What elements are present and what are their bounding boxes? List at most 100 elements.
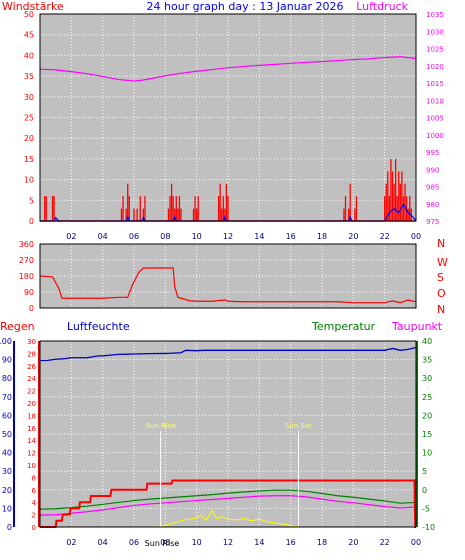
humidity-axis-tick-label: 80 [2,374,12,383]
wind-axis-tick-label: 0 [29,217,34,226]
wind-axis-tick-label: 15 [24,155,34,164]
direction-axis-tick-label: 360 [19,240,34,249]
temperature-axis-tick-label: 20 [422,411,432,420]
direction-letter: N [437,303,445,316]
top-x-tick-label: 02 [66,232,76,241]
pressure-axis-tick-label: 985 [426,184,439,192]
rain-axis-tick-label: 6 [32,487,37,495]
rain-axis-tick-label: 2 [32,512,36,520]
bot-x-tick-label: 16 [286,538,296,547]
pressure-axis-tick-label: 1020 [426,63,444,71]
rain-axis-tick-label: 4 [32,499,37,507]
humidity-label: Luftfeuchte [67,320,130,333]
direction-letter: N [437,237,445,250]
rain-label: Regen [0,320,35,333]
rain-axis-tick-label: 24 [27,375,36,383]
top-x-tick-label: 18 [317,232,327,241]
pressure-axis-tick-label: 1005 [426,115,444,123]
sun-marker-label: Sun Set [285,422,312,430]
top-plot-area [40,14,416,221]
top-x-tick-label: 08 [160,232,170,241]
wind-axis-tick-label: 50 [24,10,34,19]
bot-x-tick-label: 14 [254,538,264,547]
pressure-label: Luftdruck [356,0,408,13]
humidity-axis-tick-label: 100 [0,337,12,346]
pressure-axis-tick-label: 980 [426,201,439,209]
bot-x-tick-label: 04 [98,538,108,547]
humidity-axis-tick-label: 70 [2,393,12,402]
wind-direction-line [39,267,417,304]
pressure-axis-tick-label: 1010 [426,97,444,105]
page-title: 24 hour graph day : 13 Januar 2026 [147,0,344,13]
top-x-tick-label: 00 [411,232,421,241]
direction-axis-tick-label: 180 [19,272,34,281]
top-x-tick-label: 06 [129,232,139,241]
humidity-axis-tick-label: 60 [2,411,12,420]
top-x-tick-label: 12 [223,232,233,241]
mid-plot-area [40,244,416,308]
pressure-axis-tick-label: 975 [426,218,439,226]
rain-axis-tick-label: 10 [27,462,36,470]
top-x-tick-label: 14 [254,232,264,241]
bot-x-tick-label: 00 [411,538,421,547]
wind-axis-tick-label: 30 [24,93,34,102]
rain-axis-tick-label: 12 [27,450,36,458]
wind-axis-tick-label: 40 [24,51,34,60]
wind-label: Windstärke [2,0,64,13]
humidity-axis-tick-label: 20 [2,486,12,495]
pressure-axis-tick-label: 995 [426,149,439,157]
pressure-axis-tick-label: 1025 [426,46,444,54]
temperature-axis-tick-label: -10 [422,523,435,532]
rain-axis-tick-label: 18 [27,412,36,420]
wind-axis-tick-label: 35 [24,72,34,81]
pressure-axis-tick-label: 1000 [426,132,444,140]
direction-axis-tick-label: 270 [19,256,34,265]
bot-x-tick-label: 10 [192,538,202,547]
temperature-axis-tick-label: 35 [422,356,432,365]
temperature-axis-tick-label: 40 [422,337,432,346]
sun-rise-axis-label: Sun Rise [145,539,180,548]
rain-axis-tick-label: 8 [32,474,36,482]
direction-letter: O [437,287,446,300]
mid-frame [39,243,417,309]
humidity-axis-tick-label: 0 [7,523,12,532]
top-frame [39,13,417,222]
temperature-axis-tick-label: -5 [422,504,430,513]
rain-axis-tick-label: 26 [27,363,36,371]
humidity-axis-tick-label: 90 [2,356,12,365]
wind-pressure-panel: 0 5 10 15 20 25 30 35 40 45 50 975 980 985 990 995 1000 1… [24,10,444,241]
direction-axis-tick-label: 90 [24,288,34,297]
top-x-tick-label: 16 [286,232,296,241]
humidity-axis-tick-label: 30 [2,467,12,476]
pressure-line [39,56,417,82]
rain-axis-tick-label: 22 [27,388,36,396]
bot-x-tick-label: 20 [348,538,358,547]
rain-axis-tick-label: 28 [27,350,36,358]
direction-axis-tick-label: 0 [29,304,34,313]
temperature-axis-tick-label: 25 [422,393,432,402]
dewpoint-label: Taupunkt [391,320,443,333]
bot-x-tick-label: 06 [129,538,139,547]
rain-axis-tick-label: 14 [27,437,36,445]
wind-axis-tick-label: 25 [24,114,34,123]
temperature-axis-tick-label: 5 [422,467,427,476]
bot-x-tick-label: 12 [223,538,233,547]
wind-axis-tick-label: 10 [24,176,34,185]
rain-axis-tick-label: 16 [27,425,36,433]
top-x-tick-label: 22 [380,232,390,241]
wind-axis-tick-label: 5 [29,196,34,205]
humidity-axis-tick-label: 10 [2,504,12,513]
pressure-axis-tick-label: 990 [426,166,439,174]
humidity-axis-tick-label: 40 [2,449,12,458]
temperature-line [39,489,417,510]
wind-axis-tick-label: 45 [24,31,34,40]
solar-line [40,509,416,528]
top-x-tick-label: 20 [348,232,358,241]
direction-letter: S [437,271,444,284]
dewpoint-line [39,495,417,516]
bot-frame [39,340,417,528]
